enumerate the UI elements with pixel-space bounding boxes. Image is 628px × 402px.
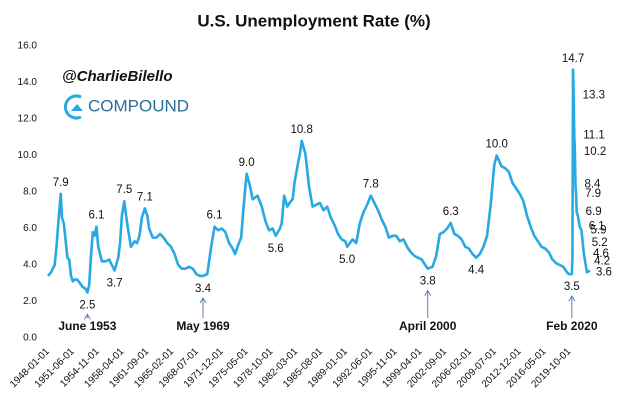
annotation: June 1953 — [58, 319, 116, 333]
data-label: 7.9 — [585, 188, 601, 200]
data-label: 7.8 — [363, 179, 379, 191]
data-label: 13.3 — [583, 89, 605, 101]
data-label: 3.4 — [195, 283, 212, 295]
data-label: 3.6 — [596, 266, 612, 278]
data-label: 5.0 — [339, 254, 355, 266]
data-label: 7.5 — [116, 184, 132, 196]
data-label: 7.9 — [53, 177, 69, 189]
y-tick-label: 14.0 — [18, 77, 38, 88]
series-line — [46, 68, 591, 294]
y-tick-label: 6.0 — [23, 223, 37, 234]
annotation-arrowhead — [424, 289, 432, 296]
logo-icon — [63, 94, 83, 120]
data-label: 2.5 — [79, 299, 95, 311]
watermark-handle: @CharlieBilello — [62, 68, 173, 85]
annotation: May 1969 — [176, 319, 230, 333]
data-label: 4.6 — [593, 248, 609, 260]
data-label: 7.1 — [137, 191, 153, 203]
data-label: 6.9 — [586, 206, 602, 218]
data-label: 10.0 — [486, 139, 508, 151]
annotation-arrowhead — [199, 296, 207, 304]
data-label: 5.9 — [591, 224, 607, 236]
data-label: 10.2 — [584, 146, 606, 158]
data-label: 4.4 — [468, 265, 485, 277]
y-tick-label: 12.0 — [18, 114, 38, 125]
y-tick-label: 10.0 — [18, 150, 38, 161]
data-label: 5.6 — [268, 243, 284, 255]
data-label: 6.1 — [207, 210, 223, 222]
data-label: 9.0 — [239, 157, 255, 169]
data-label: 6.1 — [88, 210, 104, 222]
data-label: 3.5 — [564, 281, 580, 293]
data-label: 3.8 — [420, 276, 436, 288]
chart-title: U.S. Unemployment Rate (%) — [197, 11, 430, 30]
data-label: 4.2 — [594, 255, 610, 267]
annotation-arrowhead — [83, 313, 91, 320]
data-label: 6.3 — [443, 206, 459, 218]
data-label: 6.1 — [589, 221, 605, 233]
data-label: 11.1 — [583, 129, 605, 141]
y-tick-label: 2.0 — [23, 296, 37, 307]
watermark-company: COMPOUND — [88, 96, 189, 115]
annotation-arrowhead — [568, 295, 576, 302]
annotation: April 2000 — [399, 319, 457, 333]
y-tick-label: 0.0 — [23, 333, 37, 344]
data-label: 3.7 — [107, 278, 123, 290]
data-label: 14.7 — [562, 53, 584, 65]
data-label: 8.4 — [584, 179, 601, 191]
y-tick-label: 4.0 — [23, 260, 37, 271]
y-tick-label: 8.0 — [23, 187, 37, 198]
annotation: Feb 2020 — [546, 319, 598, 333]
data-label: 10.8 — [291, 124, 313, 136]
data-label: 5.2 — [592, 237, 608, 249]
y-tick-label: 16.0 — [18, 41, 38, 52]
